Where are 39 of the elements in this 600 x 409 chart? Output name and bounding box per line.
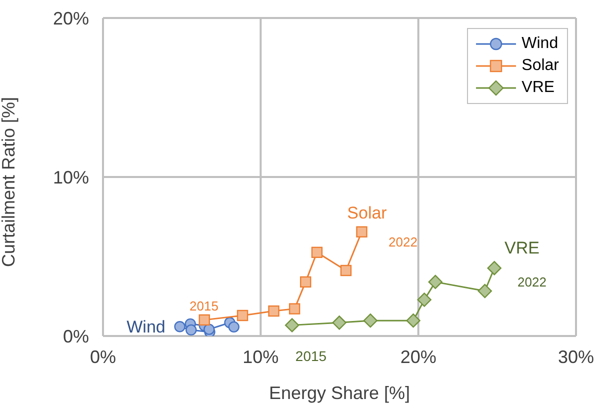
annotation: 2022 bbox=[388, 234, 418, 250]
annotation: 2015 bbox=[190, 298, 218, 314]
point bbox=[268, 305, 280, 317]
x-tick-label: 10% bbox=[242, 346, 279, 367]
legend-label: VRE bbox=[522, 79, 555, 97]
point bbox=[228, 321, 240, 333]
text: 2015 bbox=[295, 348, 327, 364]
point bbox=[340, 264, 352, 276]
x-axis-title: Energy Share [%] bbox=[268, 383, 410, 403]
point bbox=[284, 318, 300, 332]
legend-label: Solar bbox=[522, 57, 559, 75]
point bbox=[300, 276, 312, 288]
point bbox=[236, 310, 248, 322]
y-tick-label: 0% bbox=[62, 326, 89, 346]
y-tick-label: 20% bbox=[52, 8, 89, 28]
point bbox=[204, 324, 215, 335]
point bbox=[198, 314, 210, 326]
annotation: Solar bbox=[347, 204, 388, 222]
annotation: Wind bbox=[126, 318, 166, 336]
point bbox=[174, 321, 186, 332]
point bbox=[478, 284, 492, 298]
annotation: VRE bbox=[504, 238, 540, 258]
point bbox=[406, 313, 420, 328]
point bbox=[487, 261, 502, 276]
point bbox=[332, 316, 346, 330]
legend-label: Wind bbox=[522, 35, 558, 53]
point bbox=[428, 274, 442, 290]
x-tick-label: 0% bbox=[90, 346, 116, 367]
y-tick-label: 10% bbox=[52, 167, 89, 188]
x-tick-label: 20% bbox=[400, 346, 436, 367]
point bbox=[288, 303, 300, 314]
annotation: 2022 bbox=[518, 274, 546, 290]
y-axis-title: Curtailment Ratio [%] bbox=[0, 96, 18, 267]
point bbox=[186, 324, 197, 336]
point bbox=[311, 246, 323, 258]
point bbox=[356, 226, 368, 238]
point bbox=[363, 313, 378, 328]
point bbox=[417, 292, 432, 307]
x-tick-label: 30% bbox=[558, 346, 594, 367]
